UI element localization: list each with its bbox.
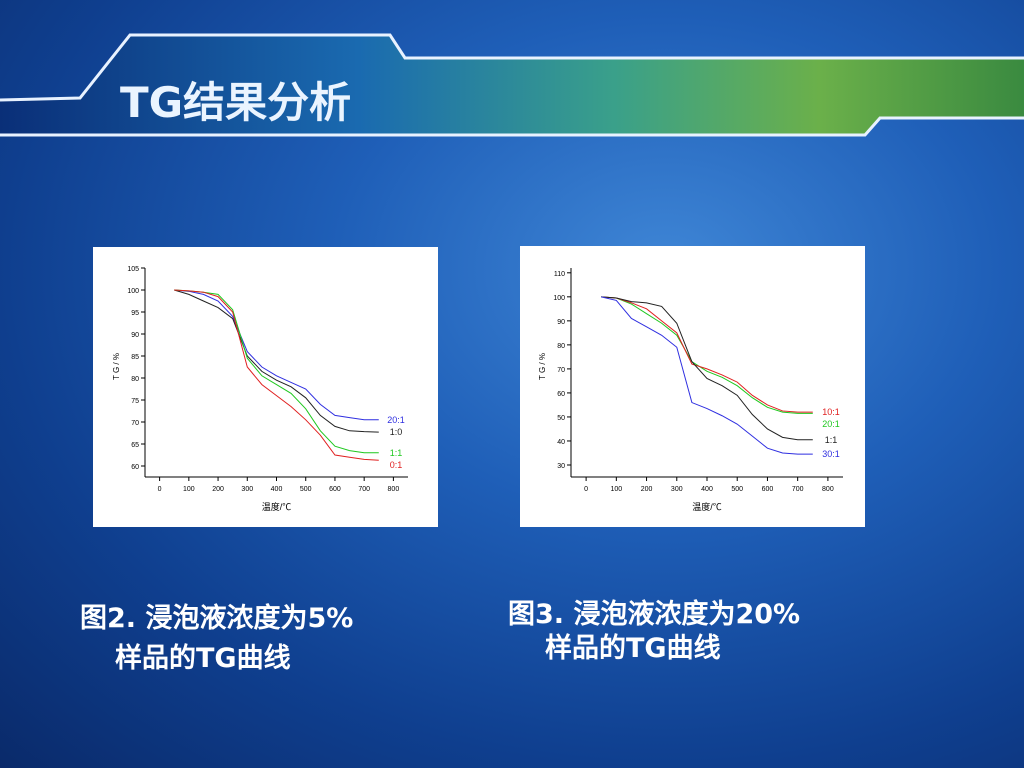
series-label: 30:1 <box>822 449 840 459</box>
series-label: 0:1 <box>390 460 403 470</box>
series-line <box>601 296 813 414</box>
y-tick-label: 30 <box>557 463 565 470</box>
x-tick-label: 0 <box>584 486 588 493</box>
x-tick-label: 600 <box>762 486 774 493</box>
series-label: 1:1 <box>825 435 838 445</box>
y-tick-label: 105 <box>127 266 139 273</box>
y-tick-label: 70 <box>557 367 565 374</box>
x-tick-label: 600 <box>329 486 341 493</box>
y-tick-label: 85 <box>131 354 139 361</box>
x-axis-label: 温度/℃ <box>692 501 722 512</box>
x-tick-label: 200 <box>212 486 224 493</box>
x-tick-label: 300 <box>241 486 253 493</box>
x-tick-label: 500 <box>300 486 312 493</box>
y-tick-label: 60 <box>557 391 565 398</box>
x-tick-label: 800 <box>388 486 400 493</box>
series-line <box>601 296 813 455</box>
chart: 30 40 50 60 70 80 90 100 110 0 100 200 300 400 500 600 7… <box>520 246 865 527</box>
series-line <box>601 296 813 441</box>
y-tick-label: 50 <box>557 415 565 422</box>
x-tick-label: 500 <box>731 486 743 493</box>
series-line <box>601 296 813 413</box>
series-line <box>174 289 379 454</box>
caption: 图3. 浸泡液浓度为20% <box>508 599 801 630</box>
y-tick-label: 90 <box>131 332 139 339</box>
y-tick-label: 70 <box>131 420 139 427</box>
caption: 样品的TG曲线 <box>545 633 721 664</box>
y-tick-label: 100 <box>553 295 565 302</box>
y-tick-label: 60 <box>131 464 139 471</box>
slide-title: TG结果分析 <box>120 78 351 127</box>
y-axis-label: T G / % <box>538 353 547 380</box>
x-axis-label: 温度/℃ <box>262 501 292 512</box>
x-tick-label: 700 <box>358 486 370 493</box>
y-tick-label: 95 <box>131 310 139 317</box>
y-tick-label: 40 <box>557 439 565 446</box>
x-tick-label: 0 <box>158 486 162 493</box>
x-tick-label: 200 <box>641 486 653 493</box>
y-tick-label: 90 <box>557 319 565 326</box>
x-tick-label: 400 <box>701 486 713 493</box>
x-tick-label: 800 <box>822 486 834 493</box>
series-line <box>174 289 379 461</box>
series-line <box>174 289 379 421</box>
series-line <box>174 289 379 433</box>
caption: 图2. 浸泡液浓度为5% <box>80 603 354 634</box>
x-tick-label: 100 <box>183 486 195 493</box>
series-label: 20:1 <box>387 415 405 425</box>
series-label: 20:1 <box>822 419 840 429</box>
caption: 样品的TG曲线 <box>115 643 291 674</box>
y-tick-label: 75 <box>131 398 139 405</box>
header-line <box>0 116 1024 137</box>
x-tick-label: 100 <box>610 486 622 493</box>
y-axis-label: T G / % <box>112 353 121 380</box>
chart: 60 65 70 75 80 85 90 95 100 105 0 100 200 300 400 500 60… <box>93 247 438 527</box>
x-tick-label: 700 <box>792 486 804 493</box>
series-label: 1:1 <box>390 448 403 458</box>
series-label: 10:1 <box>822 407 840 417</box>
y-tick-label: 65 <box>131 442 139 449</box>
header-line <box>0 33 1024 102</box>
y-tick-label: 80 <box>131 376 139 383</box>
header-band <box>0 35 1024 135</box>
y-tick-label: 80 <box>557 343 565 350</box>
y-tick-label: 110 <box>554 271 565 278</box>
y-tick-label: 100 <box>127 288 139 295</box>
x-tick-label: 300 <box>671 486 683 493</box>
x-tick-label: 400 <box>271 486 283 493</box>
series-label: 1:0 <box>390 427 403 437</box>
